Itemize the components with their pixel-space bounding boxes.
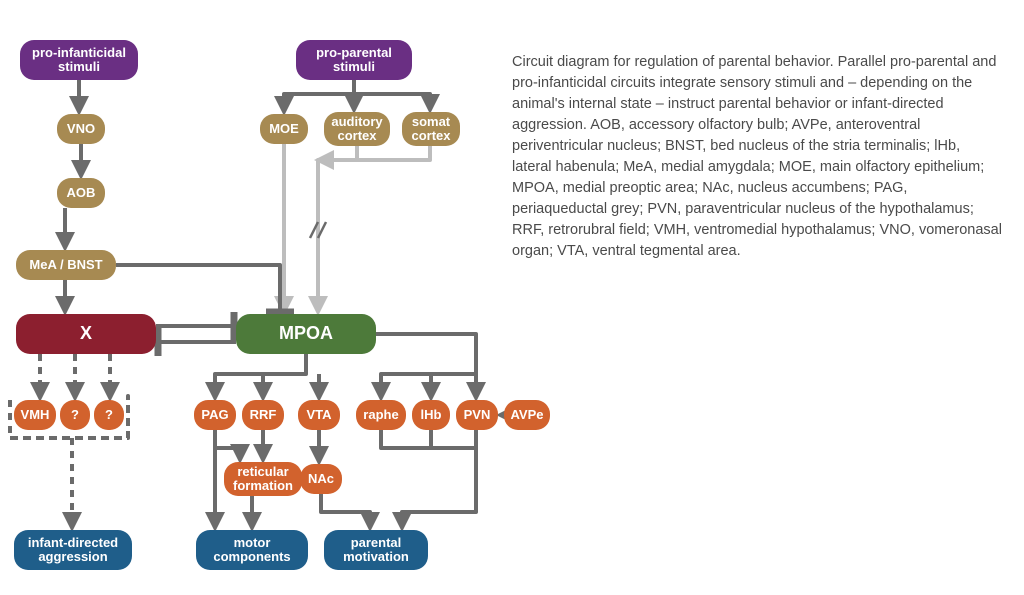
node-nac: NAc [300, 464, 342, 494]
node-pvn: PVN [456, 400, 498, 430]
node-som: somat cortex [402, 112, 460, 146]
node-rrf: RRF [242, 400, 284, 430]
node-motivation: parental motivation [324, 530, 428, 570]
node-pro_infanticidal: pro-infanticidal stimuli [20, 40, 138, 80]
figure-caption: Circuit diagram for regulation of parent… [512, 52, 1002, 262]
edge-raphe_group-motivation [381, 430, 476, 528]
edge-mpoa-pag [215, 354, 306, 398]
node-pag: PAG [194, 400, 236, 430]
node-aud: auditory cortex [324, 112, 390, 146]
node-aggression: infant-directed aggression [14, 530, 132, 570]
node-x: X [16, 314, 156, 354]
edge-pag-retic [215, 430, 240, 460]
node-mea: MeA / BNST [16, 250, 116, 280]
node-moe: MOE [260, 114, 308, 144]
edge-pro_parental-som [354, 80, 430, 110]
node-retic: reticular formation [224, 462, 302, 496]
node-vno: VNO [57, 114, 105, 144]
node-avpe: AVPe [504, 400, 550, 430]
node-mpoa: MPOA [236, 314, 376, 354]
edge-mea-mpoa [116, 265, 280, 312]
node-q2: ? [94, 400, 124, 430]
edge-pro_parental-moe [284, 80, 354, 112]
node-motor: motor components [196, 530, 308, 570]
node-vta: VTA [298, 400, 340, 430]
node-pro_parental: pro-parental stimuli [296, 40, 412, 80]
edge-nac-motivation [321, 494, 370, 528]
diagram-canvas: pro-infanticidal stimuli pro-parental sti… [0, 0, 1024, 595]
edge-mpoa-raphe [376, 334, 476, 398]
node-aob: AOB [57, 178, 105, 208]
node-lhb: lHb [412, 400, 450, 430]
edge-som-mpoa [318, 146, 430, 160]
node-vmh: VMH [14, 400, 56, 430]
node-raphe: raphe [356, 400, 406, 430]
node-q1: ? [60, 400, 90, 430]
